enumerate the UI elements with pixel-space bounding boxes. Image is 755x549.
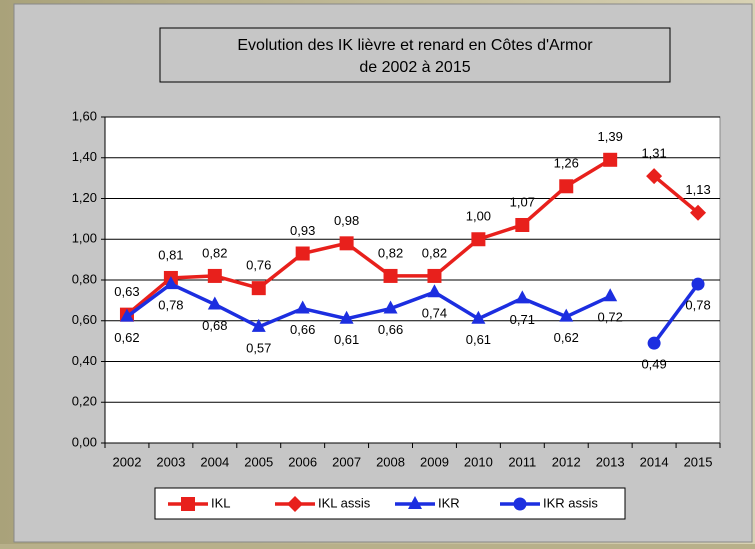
- data-label: 1,07: [510, 194, 535, 209]
- data-label: 0,71: [510, 312, 535, 327]
- marker: [181, 497, 195, 511]
- marker: [383, 268, 398, 283]
- marker: [295, 246, 310, 261]
- marker: [163, 276, 178, 290]
- x-tick-label: 2007: [332, 454, 361, 469]
- x-tick-label: 2011: [508, 454, 536, 469]
- marker: [339, 310, 354, 324]
- data-label: 0,61: [334, 332, 359, 347]
- y-tick-label: 1,60: [72, 108, 97, 123]
- data-label: 0,93: [290, 223, 315, 238]
- marker: [513, 497, 527, 511]
- data-label: 0,78: [158, 298, 183, 313]
- data-label: 0,49: [641, 357, 666, 372]
- data-label: 0,62: [554, 330, 579, 345]
- data-label: 1,13: [685, 182, 710, 197]
- y-tick-label: 0,80: [72, 271, 97, 286]
- x-tick-label: 2010: [464, 454, 493, 469]
- data-label: 0,74: [422, 306, 447, 321]
- series-line: [125, 282, 611, 329]
- title-box: [159, 27, 671, 83]
- marker: [690, 204, 707, 221]
- data-label: 0,81: [158, 247, 183, 262]
- marker: [559, 308, 574, 322]
- x-tick-label: 2004: [200, 454, 229, 469]
- series-line: [652, 283, 700, 345]
- marker: [471, 310, 486, 324]
- y-tick-label: 1,00: [72, 231, 97, 246]
- data-label: 0,66: [290, 322, 315, 337]
- marker: [207, 268, 222, 283]
- data-label: 0,98: [334, 213, 359, 228]
- marker: [515, 290, 530, 304]
- y-tick-label: 0,60: [72, 312, 97, 327]
- x-tick-label: 2002: [113, 454, 142, 469]
- data-label: 0,62: [114, 330, 139, 345]
- data-label: 0,82: [422, 245, 447, 260]
- marker: [603, 288, 618, 302]
- x-tick-label: 2005: [244, 454, 273, 469]
- data-label: 0,78: [685, 298, 710, 313]
- marker: [559, 179, 574, 194]
- y-tick-label: 0,00: [72, 434, 97, 449]
- data-label: 1,00: [466, 209, 491, 224]
- legend-label: IKL assis: [318, 495, 371, 510]
- x-tick-label: 2015: [684, 454, 713, 469]
- data-label: 0,82: [202, 245, 227, 260]
- x-tick-label: 2013: [596, 454, 625, 469]
- x-tick-label: 2009: [420, 454, 449, 469]
- y-tick-label: 1,20: [72, 190, 97, 205]
- marker: [427, 268, 442, 283]
- chart-title: Evolution des IK lièvre et renard en Côt…: [237, 37, 593, 54]
- marker: [119, 308, 134, 322]
- y-tick-label: 0,40: [72, 353, 97, 368]
- marker: [603, 152, 618, 167]
- marker: [691, 277, 705, 291]
- legend-box: [154, 487, 626, 520]
- data-label: 0,57: [246, 340, 271, 355]
- y-tick-label: 1,40: [72, 149, 97, 164]
- data-label: 0,82: [378, 245, 403, 260]
- marker: [515, 217, 530, 232]
- marker: [646, 168, 663, 185]
- legend-label: IKR: [438, 495, 460, 510]
- marker: [295, 300, 310, 314]
- data-label: 0,68: [202, 318, 227, 333]
- marker: [383, 300, 398, 314]
- legend-label: IKR assis: [543, 495, 598, 510]
- data-label: 1,26: [554, 156, 579, 171]
- series-line: [125, 158, 612, 316]
- marker: [207, 296, 222, 310]
- data-label: 0,63: [114, 284, 139, 299]
- marker: [427, 284, 442, 298]
- data-label: 0,61: [466, 332, 491, 347]
- marker: [251, 318, 266, 332]
- data-label: 0,72: [598, 310, 623, 325]
- y-tick-label: 0,20: [72, 394, 97, 409]
- legend-label: IKL: [211, 495, 231, 510]
- marker: [471, 232, 486, 247]
- series-line: [652, 174, 700, 215]
- marker: [647, 336, 661, 350]
- data-label: 0,76: [246, 258, 271, 273]
- x-tick-label: 2012: [552, 454, 581, 469]
- chart-subtitle: de 2002 à 2015: [359, 59, 470, 76]
- data-label: 1,31: [641, 146, 666, 161]
- x-tick-label: 2003: [156, 454, 185, 469]
- x-tick-label: 2014: [640, 454, 669, 469]
- x-tick-label: 2006: [288, 454, 317, 469]
- data-label: 0,66: [378, 322, 403, 337]
- marker: [339, 236, 354, 251]
- marker: [251, 281, 266, 296]
- x-tick-label: 2008: [376, 454, 405, 469]
- marker: [408, 496, 422, 509]
- marker: [287, 496, 303, 512]
- data-label: 1,39: [598, 129, 623, 144]
